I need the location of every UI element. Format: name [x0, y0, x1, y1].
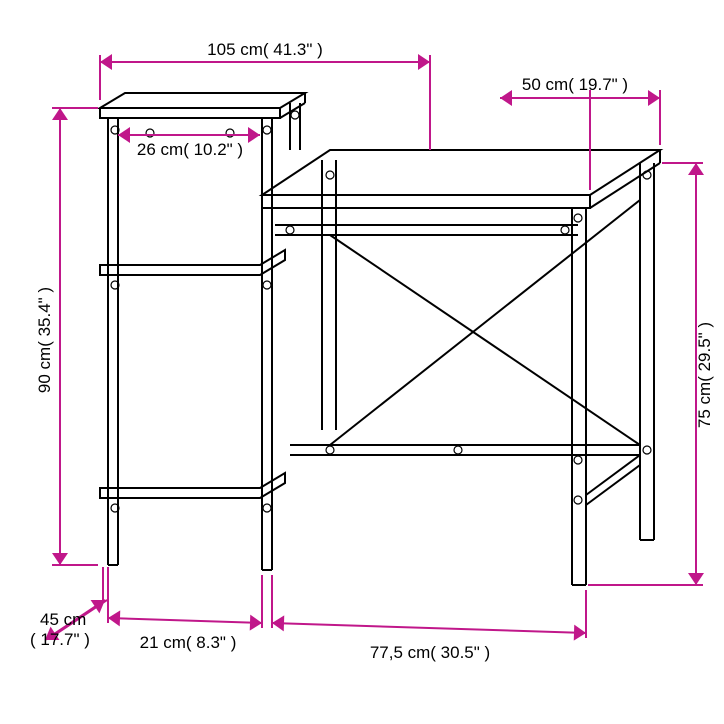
dim-table-depth: 50 cm( 19.7" )	[522, 75, 628, 94]
dim-top-width: 105 cm( 41.3" )	[207, 40, 323, 59]
furniture-outline	[100, 93, 660, 585]
dimensions: 105 cm( 41.3" ) 26 cm( 10.2" ) 50 cm( 19…	[30, 40, 714, 662]
dim-table-width: 77,5 cm( 30.5" )	[370, 643, 490, 662]
dim-shelf-depth: 26 cm( 10.2" )	[137, 140, 243, 159]
dim-front-depth-a: 45 cm	[40, 610, 86, 629]
dim-shelf-width: 21 cm( 8.3" )	[140, 633, 237, 652]
screws	[111, 111, 651, 512]
dim-front-depth-b: ( 17.7" )	[30, 630, 90, 649]
dim-total-height: 90 cm( 35.4" )	[35, 287, 54, 393]
diagram-canvas: 105 cm( 41.3" ) 26 cm( 10.2" ) 50 cm( 19…	[0, 0, 724, 724]
dim-table-height: 75 cm( 29.5" )	[695, 322, 714, 428]
